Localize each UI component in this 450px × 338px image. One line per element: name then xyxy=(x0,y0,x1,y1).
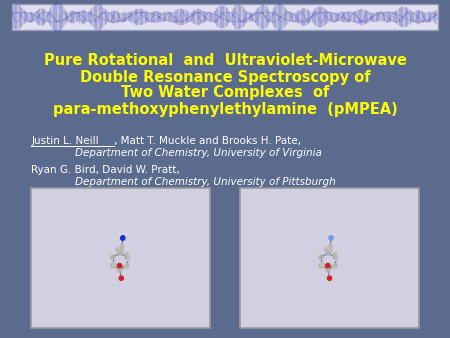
Circle shape xyxy=(333,266,335,269)
Text: Justin L. Neill: Justin L. Neill xyxy=(32,136,99,146)
Circle shape xyxy=(113,263,116,266)
Circle shape xyxy=(118,234,120,236)
Text: Two Water Complexes  of: Two Water Complexes of xyxy=(121,85,329,100)
Text: Ryan G. Bird, David W. Pratt,: Ryan G. Bird, David W. Pratt, xyxy=(32,165,180,175)
Text: Department of Chemistry, University of Virginia: Department of Chemistry, University of V… xyxy=(75,148,322,158)
Circle shape xyxy=(329,236,333,240)
Circle shape xyxy=(328,276,332,280)
Circle shape xyxy=(328,249,332,252)
Circle shape xyxy=(117,263,122,268)
Circle shape xyxy=(111,255,115,259)
Circle shape xyxy=(125,253,128,256)
Circle shape xyxy=(127,258,130,261)
Circle shape xyxy=(125,264,129,268)
Circle shape xyxy=(333,253,337,256)
Text: Double Resonance Spectroscopy of: Double Resonance Spectroscopy of xyxy=(80,70,370,85)
Circle shape xyxy=(338,267,340,269)
Circle shape xyxy=(333,233,336,236)
Circle shape xyxy=(338,254,340,256)
Circle shape xyxy=(119,276,123,280)
Circle shape xyxy=(118,251,122,255)
Circle shape xyxy=(326,263,330,268)
Text: Pure Rotational  and  Ultraviolet-Microwave: Pure Rotational and Ultraviolet-Microwav… xyxy=(44,53,406,68)
Circle shape xyxy=(316,254,319,256)
Text: Department of Chemistry, University of Pittsburgh: Department of Chemistry, University of P… xyxy=(75,177,336,187)
Circle shape xyxy=(120,245,124,248)
Circle shape xyxy=(129,254,131,256)
Circle shape xyxy=(124,266,127,269)
Circle shape xyxy=(328,245,332,248)
Bar xyxy=(32,188,211,328)
Circle shape xyxy=(324,248,327,251)
Circle shape xyxy=(125,233,127,236)
Circle shape xyxy=(125,255,129,259)
Circle shape xyxy=(108,267,110,269)
Circle shape xyxy=(321,264,324,267)
Circle shape xyxy=(108,254,110,256)
Text: , Matt T. Muckle and Brooks H. Pate,: , Matt T. Muckle and Brooks H. Pate, xyxy=(113,136,301,146)
Bar xyxy=(239,188,418,328)
Bar xyxy=(12,4,438,30)
Circle shape xyxy=(335,258,338,261)
Circle shape xyxy=(326,234,328,236)
Circle shape xyxy=(319,255,323,259)
Circle shape xyxy=(120,249,123,252)
Circle shape xyxy=(319,264,323,268)
Circle shape xyxy=(111,264,115,268)
Circle shape xyxy=(326,251,330,255)
Circle shape xyxy=(326,268,330,272)
Text: para-methoxyphenylethylamine  (pMPEA): para-methoxyphenylethylamine (pMPEA) xyxy=(53,102,397,117)
Circle shape xyxy=(333,255,337,259)
Circle shape xyxy=(316,267,319,269)
Circle shape xyxy=(121,236,125,240)
Circle shape xyxy=(321,263,324,266)
Circle shape xyxy=(116,248,119,251)
Circle shape xyxy=(333,264,337,268)
Circle shape xyxy=(118,268,122,272)
Circle shape xyxy=(112,264,115,267)
Circle shape xyxy=(129,267,131,269)
